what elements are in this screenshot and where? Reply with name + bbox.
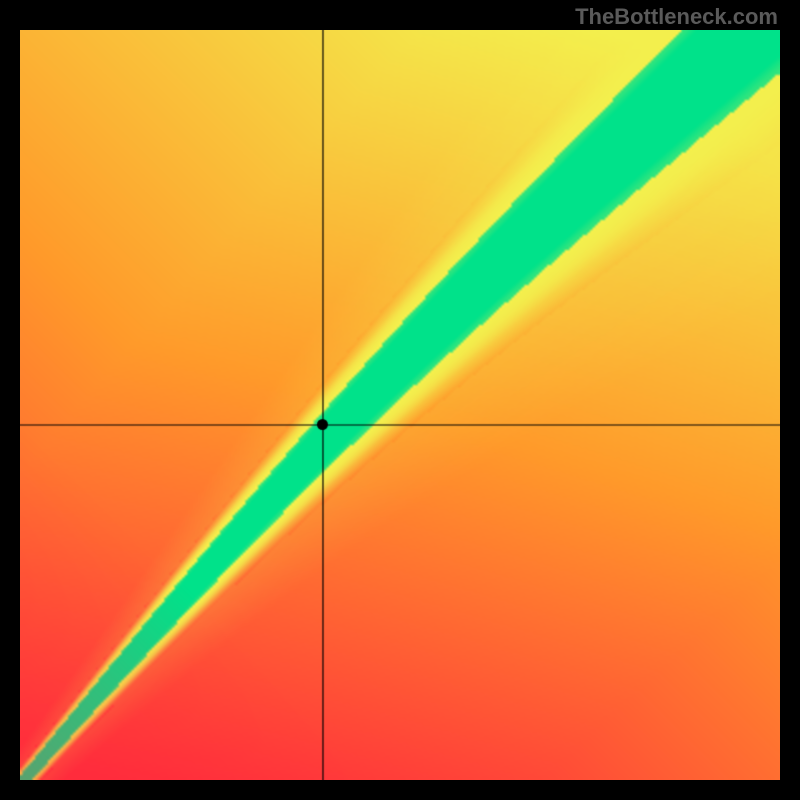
watermark-text: TheBottleneck.com	[575, 4, 778, 30]
crosshair-overlay	[20, 30, 780, 780]
chart-container: TheBottleneck.com	[0, 0, 800, 800]
